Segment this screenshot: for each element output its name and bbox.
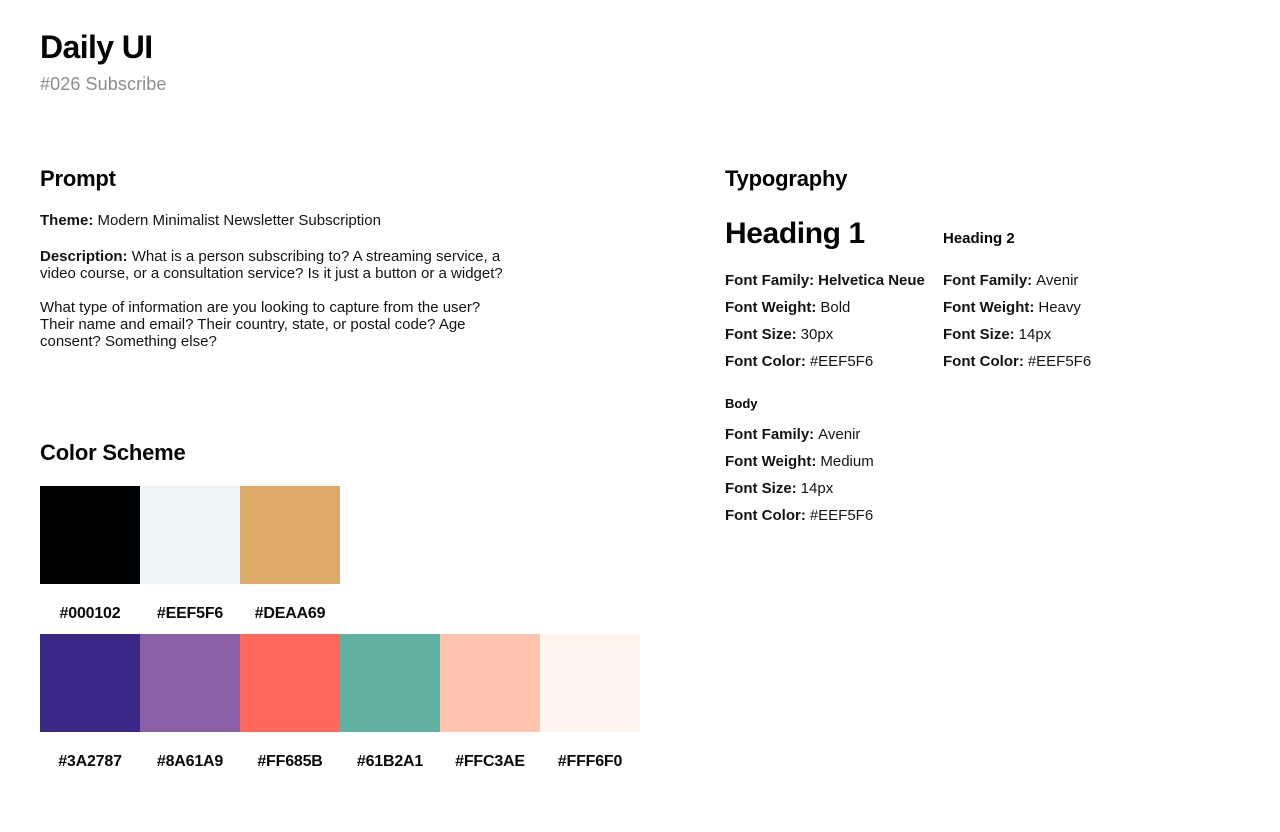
font-spec-label: Font Size: [943, 326, 1015, 343]
typography-grid: Heading 1 Heading 2 Font Family: Helvetic… [725, 215, 1091, 375]
description-value: What is a person subscribing to? A strea… [40, 248, 503, 282]
description-label: Description: [40, 248, 128, 265]
font-spec-value: Medium [820, 453, 874, 470]
font-spec-value: #EEF5F6 [809, 353, 874, 370]
color-swatch-item: #3A2787 [40, 634, 140, 771]
font-spec-value: #EEF5F6 [809, 507, 874, 524]
color-swatch [240, 634, 340, 732]
theme-line: Theme: Modern Minimalist Newsletter Subs… [40, 212, 506, 229]
font-spec-value: 14px [1018, 326, 1052, 343]
font-spec-line: Font Size: 14px [943, 321, 1091, 348]
color-swatch [140, 486, 240, 584]
font-spec-line: Font Weight: Heavy [943, 294, 1091, 321]
page-subtitle: #026 Subscribe [40, 74, 167, 95]
color-swatch [240, 486, 340, 584]
color-swatch-label: #EEF5F6 [156, 605, 224, 622]
font-spec-value: Avenir [1036, 272, 1079, 289]
font-spec-line: Font Weight: Bold [725, 294, 943, 321]
color-scheme-heading: Color Scheme [40, 440, 186, 465]
font-spec-label: Font Color: [725, 507, 806, 524]
color-swatch-label: #FF685B [257, 753, 323, 770]
color-swatch-label: #DEAA69 [254, 605, 326, 622]
font-spec-value: #EEF5F6 [1027, 353, 1092, 370]
color-swatch-item: #DEAA69 [240, 486, 340, 623]
swatch-row-primary: #000102 #EEF5F6 #DEAA69 [40, 486, 640, 623]
heading1-spec-list: Font Family: Helvetica Neue Font Weight: Bo… [725, 267, 943, 375]
font-spec-label: Font Family: [943, 272, 1033, 289]
heading1-sample: Heading 1 [725, 217, 865, 250]
color-swatch-label: #61B2A1 [356, 753, 424, 770]
heading2-spec-list: Font Family: Avenir Font Weight: Heavy Font … [943, 267, 1091, 375]
swatch-row-secondary: #3A2787 #8A61A9 #FF685B #61B2A1 #FFC3AE #FFF6… [40, 634, 640, 771]
color-swatch [140, 634, 240, 732]
color-swatch-item: #61B2A1 [340, 634, 440, 771]
color-swatch-item: #FFC3AE [440, 634, 540, 771]
questions-paragraph: What type of information are you looking… [40, 299, 481, 350]
color-swatch-label: #3A2787 [58, 753, 122, 770]
font-spec-label: Font Weight: [943, 299, 1035, 316]
color-swatch-label: #FFF6F0 [557, 753, 623, 770]
color-swatch-label: #FFC3AE [455, 753, 525, 770]
color-swatch [440, 634, 540, 732]
heading2-sample: Heading 2 [943, 230, 1015, 247]
prompt-heading: Prompt [40, 166, 116, 191]
font-spec-label: Font Family: [725, 272, 815, 289]
color-swatch-label: #8A61A9 [156, 753, 224, 770]
color-swatch-item: #FF685B [240, 634, 340, 771]
font-spec-line: Font Family: Avenir [725, 421, 1091, 448]
font-spec-label: Font Size: [725, 326, 797, 343]
description-paragraph: Description: What is a person subscribin… [40, 248, 506, 282]
font-spec-line: Font Color: #EEF5F6 [943, 348, 1091, 375]
theme-value: Modern Minimalist Newsletter Subscriptio… [97, 212, 381, 229]
font-spec-line: Font Color: #EEF5F6 [725, 502, 1091, 529]
prompt-section: Prompt Theme: Modern Minimalist Newslett… [40, 166, 506, 350]
color-swatch [340, 634, 440, 732]
body-spec-list: Font Family: Avenir Font Weight: Medium Font… [725, 421, 1091, 529]
color-swatch-item: #8A61A9 [140, 634, 240, 771]
font-spec-value: Bold [820, 299, 851, 316]
font-spec-value: Avenir [818, 426, 861, 443]
font-spec-line: Font Color: #EEF5F6 [725, 348, 943, 375]
font-spec-value: Heavy [1038, 299, 1081, 316]
font-spec-label: Font Weight: [725, 453, 817, 470]
font-spec-line: Font Size: 30px [725, 321, 943, 348]
color-swatch [40, 486, 140, 584]
color-swatch-item: #000102 [40, 486, 140, 623]
color-scheme-section: Color Scheme #000102 #EEF5F6 #DEAA69 #3A27… [40, 440, 640, 771]
font-spec-label: Font Weight: [725, 299, 817, 316]
font-spec-line: Font Weight: Medium [725, 448, 1091, 475]
font-spec-line: Font Family: Helvetica Neue [725, 267, 943, 294]
page-header: Daily UI #026 Subscribe [40, 29, 167, 95]
font-spec-line: Font Family: Avenir [943, 267, 1091, 294]
theme-label: Theme: [40, 212, 94, 229]
font-spec-label: Font Family: [725, 426, 815, 443]
font-spec-value: Helvetica Neue [818, 272, 925, 289]
font-spec-value: 30px [800, 326, 834, 343]
typography-section: Typography Heading 1 Heading 2 Font Fami… [725, 166, 1091, 529]
typography-heading: Typography [725, 166, 848, 191]
font-spec-label: Font Color: [943, 353, 1024, 370]
font-spec-line: Font Size: 14px [725, 475, 1091, 502]
body-sample: Body [725, 396, 758, 411]
color-swatch [540, 634, 640, 732]
color-swatch-item: #EEF5F6 [140, 486, 240, 623]
font-spec-label: Font Color: [725, 353, 806, 370]
color-swatch-item: #FFF6F0 [540, 634, 640, 771]
page-title: Daily UI [40, 29, 153, 65]
color-swatch-label: #000102 [59, 605, 121, 622]
font-spec-label: Font Size: [725, 480, 797, 497]
color-swatch [40, 634, 140, 732]
font-spec-value: 14px [800, 480, 834, 497]
